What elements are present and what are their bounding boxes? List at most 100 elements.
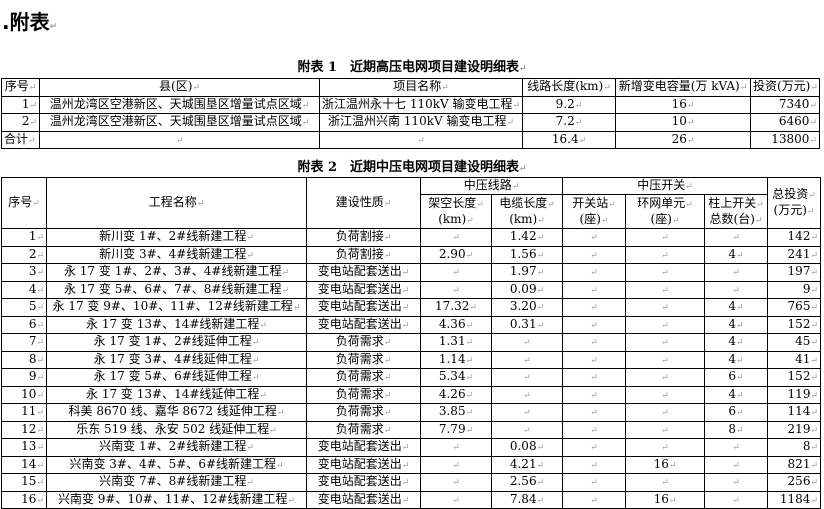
table-row: 15兴南变 7#、8#线新建工程变电站配套送出 2.56 256 (1, 473, 821, 492)
table-cell (562, 315, 626, 334)
table-cell: 9 (1, 368, 47, 387)
table-cell: 兴南变 1#、2#线新建工程 (46, 438, 307, 457)
header-line-group: 中压线路 (420, 177, 563, 195)
table-cell (562, 350, 626, 369)
table-row: 13兴南变 1#、2#线新建工程变电站配套送出 0.08 8 (1, 438, 821, 457)
table-cell (562, 403, 626, 422)
header-cable: 电缆长度(km) (491, 194, 563, 229)
table-cell: 永 17 变 1#、2#、3#、4#线新建工程 (46, 263, 307, 282)
table1-caption: 附表 1 近期高压电网项目建设明细表 (0, 56, 824, 75)
table-cell (704, 490, 768, 509)
table-cell: 永 17 变 13#、14#线延伸工程 (46, 385, 307, 404)
header-overhead: 架空长度(km) (420, 194, 492, 229)
table-row: 9永 17 变 5#、6#线延伸工程负荷需求5.34 6152 (1, 368, 821, 387)
table-cell: 变电站配套送出 (306, 455, 421, 474)
table-cell (625, 280, 705, 299)
table-row: 1温州龙湾区空港新区、天城围垦区增量试点区域浙江温州永十七 110kV 输变电工… (1, 95, 820, 114)
table-cell: 13 (1, 438, 47, 457)
table-cell: 119 (767, 385, 821, 404)
table-cell (491, 403, 563, 422)
table-cell (420, 455, 492, 474)
table-cell: 7.84 (491, 490, 563, 509)
table-cell: 4 (704, 333, 768, 352)
table-cell: 9.2 (522, 95, 616, 114)
page-heading: .附表 (2, 6, 57, 35)
header-station: 开关站(座) (562, 194, 626, 229)
table-cell (562, 280, 626, 299)
table-cell: 0.31 (491, 315, 563, 334)
table-cell: 永 17 变 9#、10#、11#、12#线新建工程 (46, 298, 307, 317)
table-cell (562, 385, 626, 404)
header-seq: 序号 (1, 177, 47, 229)
table-cell (39, 130, 320, 149)
table-row: 7永 17 变 1#、2#线延伸工程负荷需求1.31 445 (1, 333, 821, 352)
table-cell: 765 (767, 298, 821, 317)
table-cell (562, 490, 626, 509)
table-row: 合计 16.42613800 (1, 130, 820, 149)
table2-caption: 附表 2 近期中压电网项目建设明细表 (0, 156, 824, 175)
table-row: 4永 17 变 5#、6#、7#、8#线新建工程变电站配套送出 0.09 9 (1, 280, 821, 299)
table-cell (562, 438, 626, 457)
table-cell (625, 315, 705, 334)
table-cell: 3.85 (420, 403, 492, 422)
table-cell: 9 (767, 280, 821, 299)
table-cell: 1.31 (420, 333, 492, 352)
table-cell (420, 280, 492, 299)
table-cell: 241 (767, 245, 821, 264)
table-cell (562, 455, 626, 474)
table-cell: 2.90 (420, 245, 492, 264)
medium-voltage-project-table: 序号 工程名称 建设性质 中压线路 中压开关 总投资(万元) 架空长度(km) … (1, 177, 821, 509)
table-cell: 4 (704, 245, 768, 264)
header-ring: 环网单元(座) (625, 194, 705, 229)
table-cell (625, 333, 705, 352)
table-cell (625, 473, 705, 492)
table-cell: 变电站配套送出 (306, 263, 421, 282)
table-cell: 5.34 (420, 368, 492, 387)
table-cell (625, 420, 705, 439)
table-cell: 2 (1, 245, 47, 264)
table-row: 5永 17 变 9#、10#、11#、12#线新建工程变电站配套送出17.323… (1, 298, 821, 317)
table-cell (704, 473, 768, 492)
table-cell: 永 17 变 13#、14#线新建工程 (46, 315, 307, 334)
table-cell: 11 (1, 403, 47, 422)
column-header: 新增变电容量(万 kVA) (615, 78, 751, 97)
table-cell (625, 438, 705, 457)
table-cell: 永 17 变 5#、6#、7#、8#线新建工程 (46, 280, 307, 299)
table-cell: 温州龙湾区空港新区、天城围垦区增量试点区域 (39, 95, 320, 114)
table-cell (704, 280, 768, 299)
column-header: 线路长度(km) (522, 78, 616, 97)
table-cell: 256 (767, 473, 821, 492)
table-cell: 变电站配套送出 (306, 473, 421, 492)
table-cell: 温州龙湾区空港新区、天城围垦区增量试点区域 (39, 113, 320, 132)
table-cell: 1.97 (491, 263, 563, 282)
table-row: 2新川变 3#、4#线新建工程负荷割接2.901.56 4241 (1, 245, 821, 264)
table-cell: 197 (767, 263, 821, 282)
table-cell (420, 473, 492, 492)
table-cell (562, 368, 626, 387)
table-cell: 16 (625, 490, 705, 509)
table-cell: 变电站配套送出 (306, 298, 421, 317)
table-cell: 219 (767, 420, 821, 439)
table-cell (704, 263, 768, 282)
table-cell: 浙江温州永十七 110kV 输变电工程 (319, 95, 523, 114)
table-cell: 2.56 (491, 473, 563, 492)
table-cell: 科美 8670 线、嘉华 8672 线延伸工程 (46, 403, 307, 422)
table-cell: 13800 (750, 130, 820, 149)
table-cell: 45 (767, 333, 821, 352)
table-row: 14兴南变 3#、4#、5#、6#线新建工程变电站配套送出 4.21 16 821 (1, 455, 821, 474)
table-cell (420, 490, 492, 509)
table-cell: 1184 (767, 490, 821, 509)
table-cell: 永 17 变 3#、4#线延伸工程 (46, 350, 307, 369)
table-cell: 4.36 (420, 315, 492, 334)
table-cell: 变电站配套送出 (306, 438, 421, 457)
table-cell (491, 368, 563, 387)
table-cell: 15 (1, 473, 47, 492)
table-cell: 负荷需求 (306, 350, 421, 369)
table-cell: 8 (704, 420, 768, 439)
table-cell: 1 (1, 95, 40, 114)
table-cell (625, 298, 705, 317)
table-row: 1新川变 1#、2#线新建工程负荷割接 1.42 142 (1, 228, 821, 247)
table-cell: 7.2 (522, 113, 616, 132)
table-cell: 16 (615, 95, 751, 114)
table-cell: 2 (1, 113, 40, 132)
